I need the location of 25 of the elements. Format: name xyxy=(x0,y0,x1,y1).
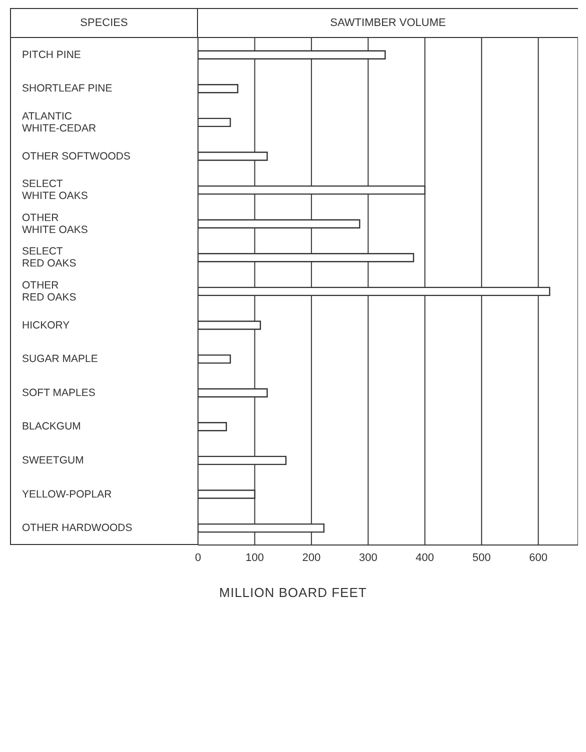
y-tick-label: ATLANTIC WHITE-CEDAR xyxy=(22,110,96,134)
y-tick-label: SHORTLEAF PINE xyxy=(22,82,112,95)
y-tick-label: PITCH PINE xyxy=(22,48,81,61)
y-tick-label: HICKORY xyxy=(22,319,70,332)
x-tick-label: 600 xyxy=(529,552,548,564)
y-tick-label: BLACKGUM xyxy=(22,420,81,433)
y-tick-label: SWEETGUM xyxy=(22,454,84,466)
x-tick-label: 0 xyxy=(194,552,202,564)
x-tick-label: 400 xyxy=(416,552,434,564)
y-tick-label: OTHER RED OAKS xyxy=(22,280,76,304)
x-tick-label: 200 xyxy=(302,552,321,564)
y-tick-label: SUGAR MAPLE xyxy=(22,353,98,366)
y-tick-label: SELECT RED OAKS xyxy=(22,246,76,270)
y-tick-label: OTHER SOFTWOODS xyxy=(22,150,130,162)
x-tick-label: 300 xyxy=(358,552,378,564)
chart-title: SAWTIMBER VOLUME xyxy=(197,8,578,38)
y-tick-label: OTHER HARDWOODS xyxy=(22,522,132,534)
y-tick-label: SELECT WHITE OAKS xyxy=(22,178,88,202)
y-tick-label: YELLOW-POPLAR xyxy=(22,488,112,500)
x-tick-label: 500 xyxy=(472,552,491,564)
y-tick-label: OTHER WHITE OAKS xyxy=(22,212,88,236)
y-axis-title: SPECIES xyxy=(10,8,198,38)
y-tick-label: SOFT MAPLES xyxy=(22,386,96,399)
x-axis-title: MILLION BOARD FEET xyxy=(218,585,368,600)
x-tick-label: 100 xyxy=(246,552,264,564)
